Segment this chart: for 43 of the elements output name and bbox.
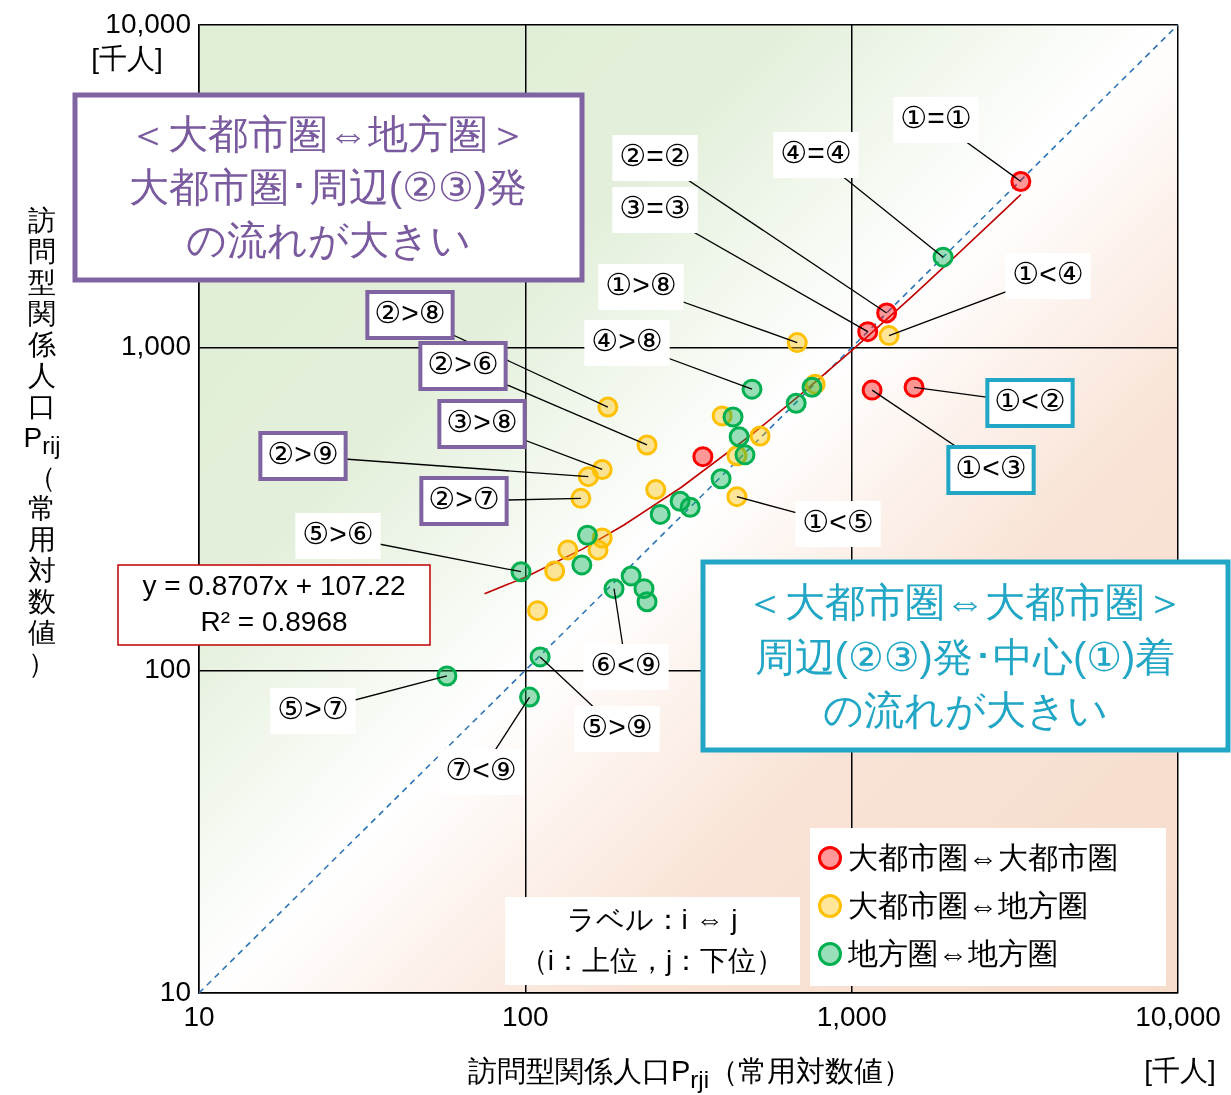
legend-label: 地方圏⇔地方圏 xyxy=(848,935,1058,972)
annotation: ②>⑥ xyxy=(427,347,499,381)
y-tick-label: 1,000 xyxy=(120,330,191,362)
x-tick-label: 10,000 xyxy=(1135,1000,1221,1032)
annotation: 周辺(②③)発･中心(①)着 xyxy=(754,635,1176,680)
annotation: ①<⑤ xyxy=(802,505,874,539)
annotation: ④=④ xyxy=(780,136,852,170)
annotation: （i：上位，j：下位） xyxy=(519,944,785,976)
annotation: ②>⑨ xyxy=(267,437,339,471)
annotation: ③>⑧ xyxy=(446,405,518,439)
annotation: ①>⑧ xyxy=(605,268,677,302)
annotation: ②>⑧ xyxy=(374,296,446,330)
legend-label: 大都市圏⇔大都市圏 xyxy=(848,839,1118,876)
annotation: ①<② xyxy=(994,384,1066,418)
annotation: の流れが大きい xyxy=(822,688,1108,733)
annotation: ⑤>⑥ xyxy=(302,517,374,551)
legend-label: 大都市圏⇔地方圏 xyxy=(848,887,1088,924)
annotation: ＜大都市圏⇔地方圏＞ xyxy=(128,112,528,157)
annotation: y = 0.8707x + 107.22 xyxy=(142,569,406,601)
annotation: ①<④ xyxy=(1012,257,1084,291)
annotation: ③=③ xyxy=(619,191,691,225)
annotation: ②=② xyxy=(619,139,691,173)
annotation: ⑥<⑨ xyxy=(590,648,662,682)
x-axis-title: 訪問型関係人口P$_{rji}$（常用対数値） xyxy=(466,1054,914,1094)
annotation: ⑦<⑨ xyxy=(445,753,517,787)
annotation: ＜大都市圏⇔大都市圏＞ xyxy=(745,580,1185,625)
x-tick-label: 1,000 xyxy=(816,1000,887,1032)
y-tick-label: 10,000 xyxy=(105,7,191,39)
annotation: ①<③ xyxy=(955,451,1027,485)
text: [千人] xyxy=(91,42,163,74)
y-tick-label: 100 xyxy=(144,652,191,684)
annotation: の流れが大きい xyxy=(185,218,471,263)
annotation: ④>⑧ xyxy=(591,324,663,358)
annotation: 大都市圏･周辺(②③)発 xyxy=(128,165,528,210)
annotation: ⑤>⑨ xyxy=(581,710,653,744)
annotation: R² = 0.8968 xyxy=(200,605,348,637)
text: [千人] xyxy=(1144,1054,1216,1086)
text: 訪問型関係人口P$_{rij}$（常用対数値） xyxy=(23,205,61,679)
annotation: ②>⑦ xyxy=(428,482,500,516)
annotation: ①=① xyxy=(900,101,972,135)
x-tick-label: 100 xyxy=(501,1000,549,1032)
annotation: ⑤>⑦ xyxy=(277,692,349,726)
annotation: ラベル：i ⇔ j xyxy=(566,903,738,935)
